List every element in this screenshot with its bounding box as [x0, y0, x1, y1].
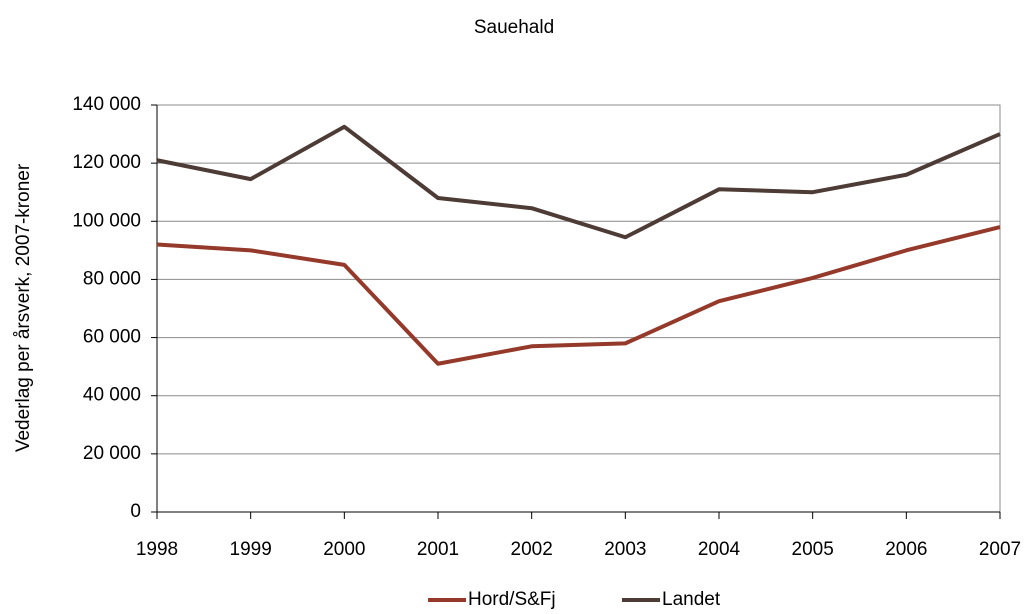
y-tick-label: 0 [130, 501, 141, 522]
y-tick-label: 80 000 [83, 268, 141, 289]
x-tick-label: 2001 [417, 539, 459, 560]
chart-title: Sauehald [474, 17, 554, 38]
plot-frame [156, 104, 1001, 513]
x-tick-label: 2003 [604, 539, 646, 560]
x-tick-label: 2000 [323, 539, 365, 560]
y-tick-label: 120 000 [72, 152, 141, 173]
x-tick-label: 2004 [698, 539, 741, 560]
series-line [156, 124, 1001, 240]
y-axis-label: Vederlag per årsverk, 2007-kroner [13, 163, 34, 452]
y-tick-label: 140 000 [72, 94, 141, 115]
x-tick-label: 2002 [511, 539, 553, 560]
series-line [156, 225, 1001, 366]
x-tick-label: 1998 [136, 539, 178, 560]
x-tick-label: 2006 [885, 539, 927, 560]
y-tick-label: 60 000 [83, 327, 141, 348]
y-tick-label: 20 000 [83, 443, 141, 464]
y-tick-label: 100 000 [72, 210, 141, 231]
x-tick-label: 1999 [230, 539, 272, 560]
y-tick-label: 40 000 [83, 385, 141, 406]
legend-label: Hord/S&Fj [468, 589, 556, 610]
x-tick-label: 2005 [792, 539, 834, 560]
x-tick-label: 2007 [979, 539, 1021, 560]
legend-label: Landet [662, 589, 721, 610]
